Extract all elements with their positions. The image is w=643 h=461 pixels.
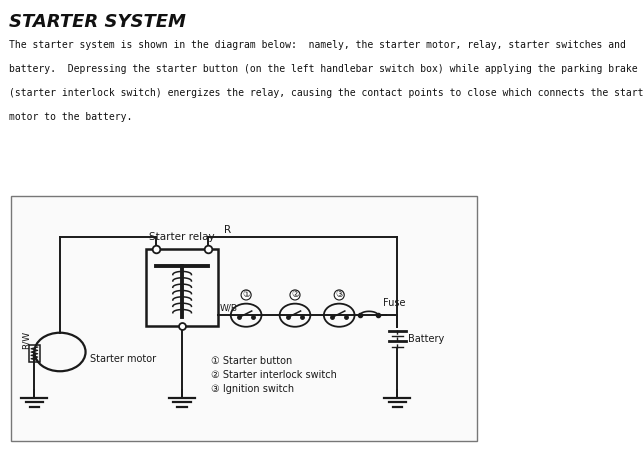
FancyBboxPatch shape — [11, 196, 476, 441]
Text: (starter interlock switch) energizes the relay, causing the contact points to cl: (starter interlock switch) energizes the… — [8, 88, 643, 98]
Text: The starter system is shown in the diagram below:  namely, the starter motor, re: The starter system is shown in the diagr… — [8, 41, 626, 50]
Text: motor to the battery.: motor to the battery. — [8, 112, 132, 122]
Text: battery.  Depressing the starter button (on the left handlebar switch box) while: battery. Depressing the starter button (… — [8, 64, 637, 74]
Text: STARTER SYSTEM: STARTER SYSTEM — [8, 13, 186, 31]
